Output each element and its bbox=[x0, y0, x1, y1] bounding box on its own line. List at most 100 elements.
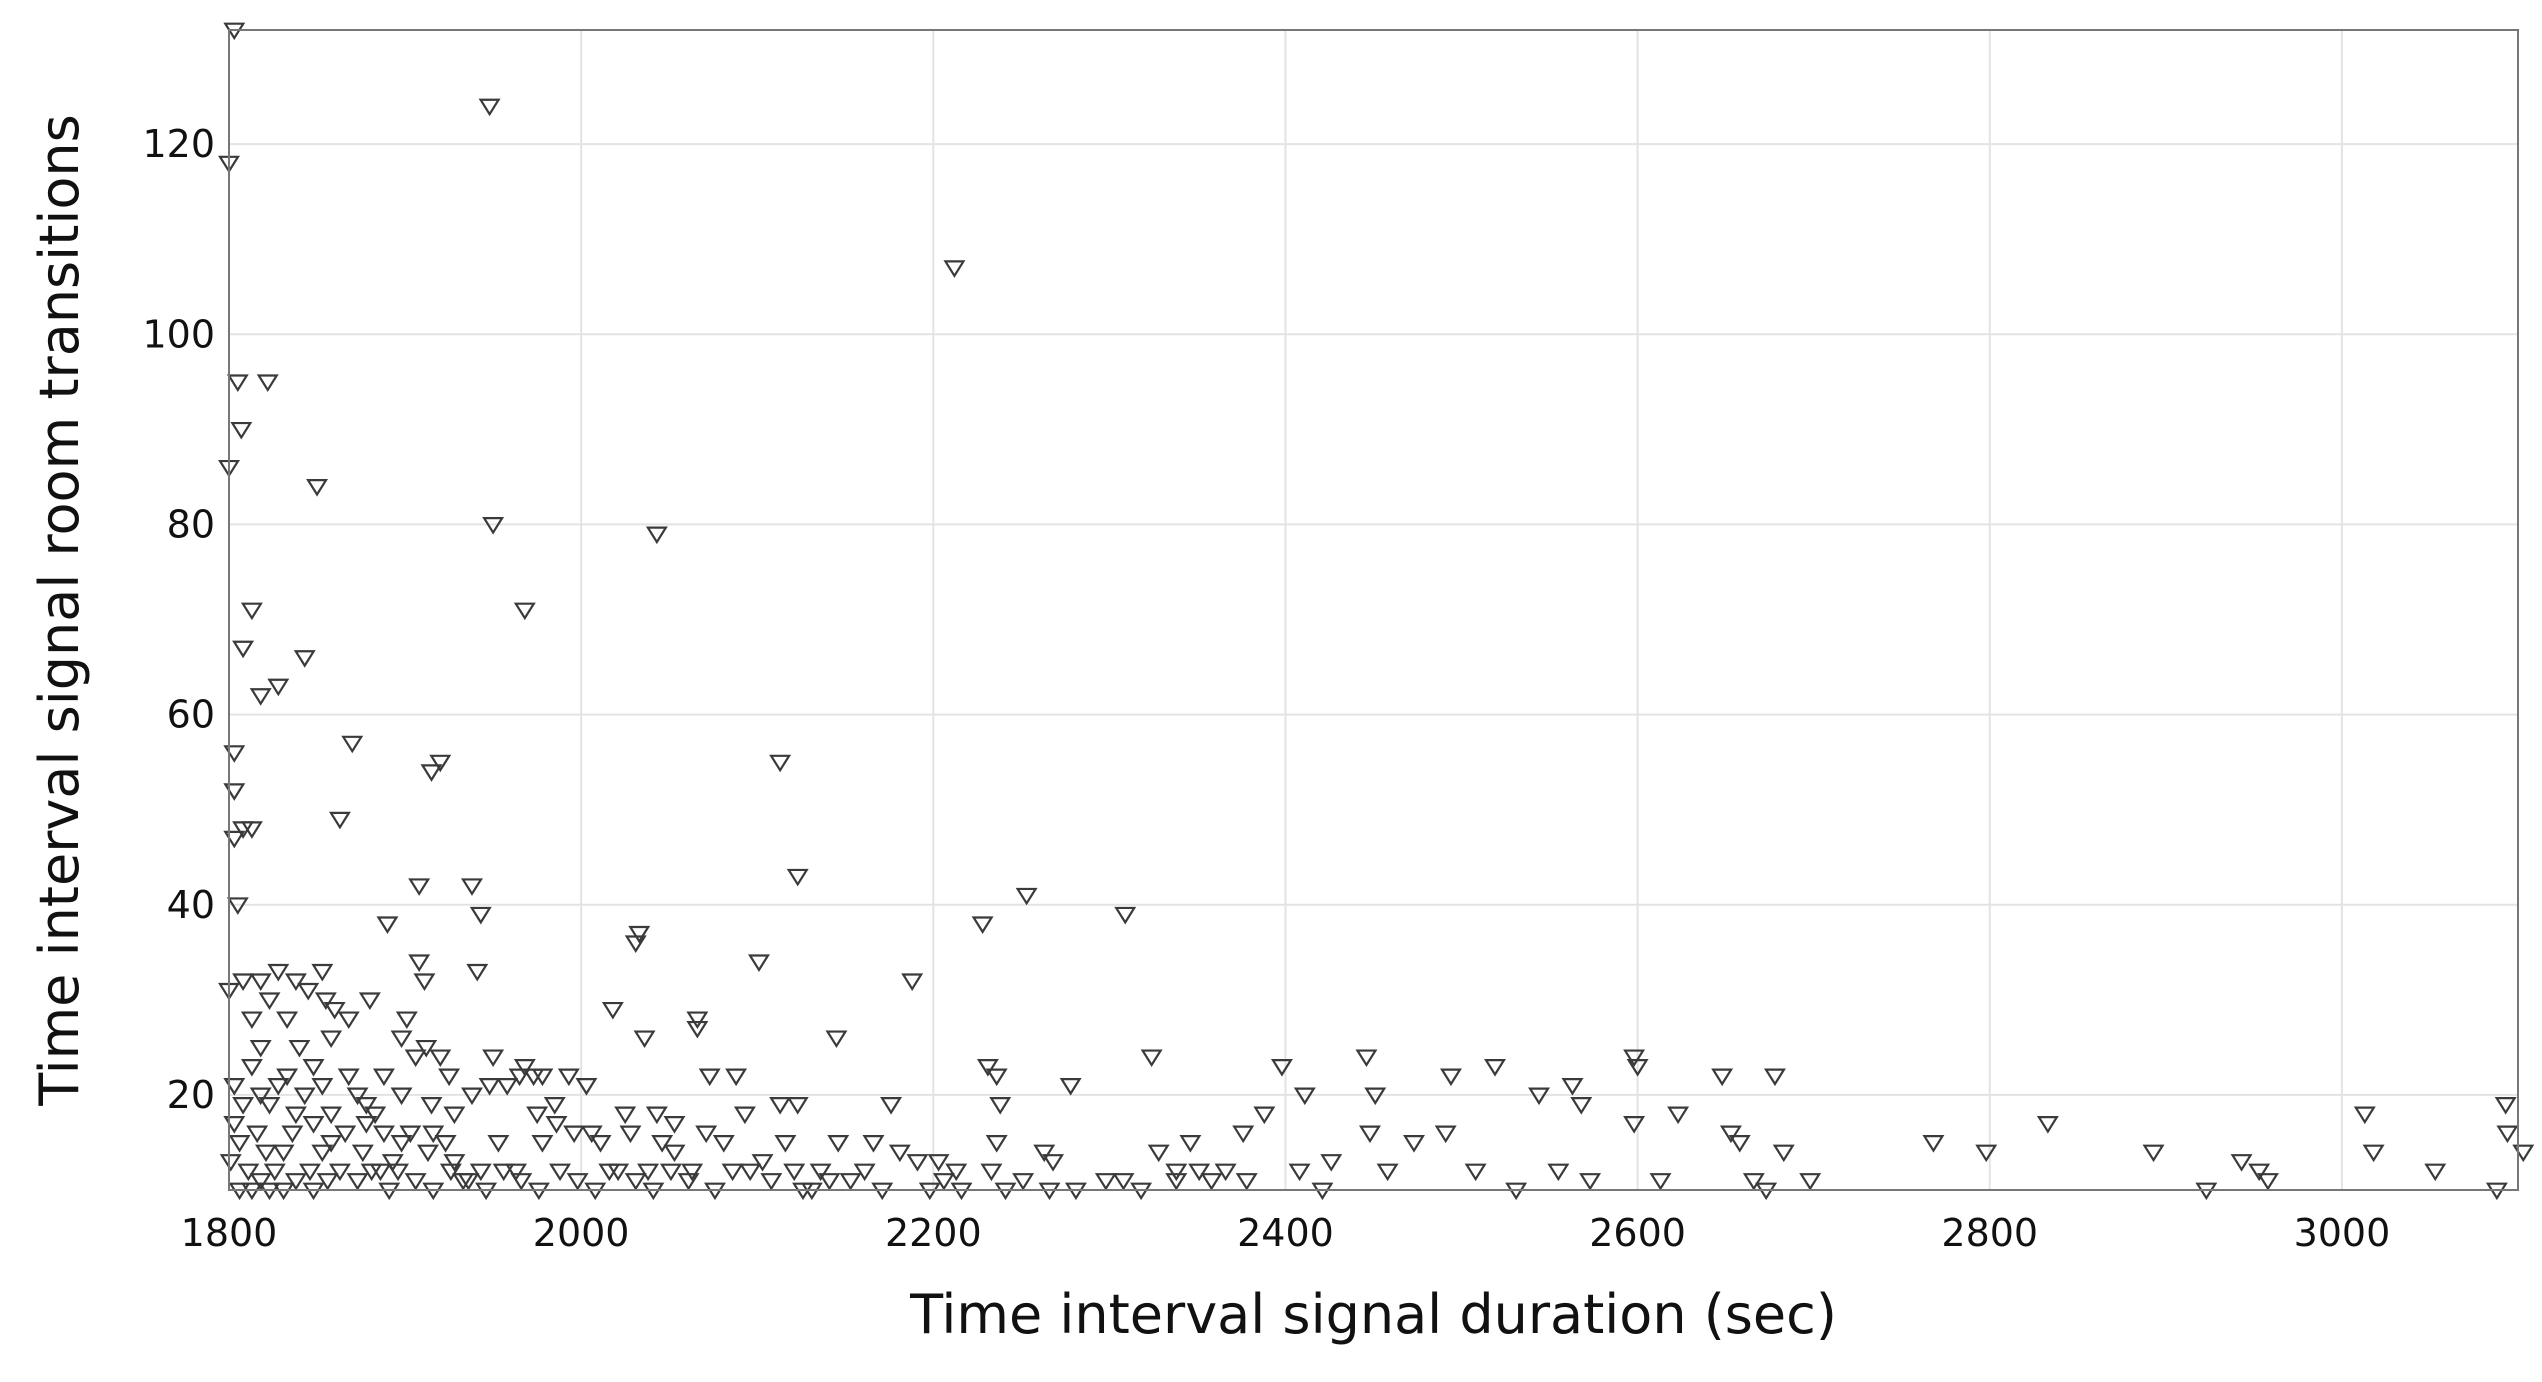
x-tick-label: 2000 bbox=[533, 1211, 630, 1255]
data-point bbox=[492, 1163, 515, 1182]
data-point bbox=[628, 925, 651, 944]
data-point bbox=[337, 1011, 360, 1030]
x-axis-ticks: 1800 2000 2200 2400 2600 2800 3000 bbox=[181, 1211, 2391, 1255]
data-point bbox=[376, 916, 399, 934]
data-point bbox=[306, 478, 329, 497]
data-point bbox=[721, 1163, 744, 1182]
y-axis-label: Time interval signal room transitions bbox=[28, 114, 91, 1107]
data-point bbox=[531, 1068, 554, 1087]
data-point bbox=[466, 963, 489, 982]
data-point bbox=[358, 992, 381, 1011]
data-point bbox=[607, 1163, 630, 1182]
data-point bbox=[712, 1135, 735, 1153]
data-point bbox=[267, 1078, 290, 1096]
y-tick-label: 40 bbox=[167, 883, 215, 927]
data-point bbox=[624, 1173, 647, 1191]
data-point bbox=[390, 1135, 413, 1153]
data-point bbox=[293, 1087, 316, 1106]
data-point bbox=[543, 1097, 566, 1115]
data-point bbox=[457, 1173, 480, 1191]
data-point bbox=[580, 1125, 603, 1144]
data-point bbox=[566, 1173, 589, 1191]
data-point bbox=[226, 897, 249, 915]
data-point bbox=[413, 973, 436, 991]
data-point bbox=[971, 916, 994, 934]
data-point bbox=[496, 1078, 519, 1096]
data-point bbox=[395, 1011, 418, 1030]
data-point bbox=[932, 1173, 955, 1191]
data-point bbox=[601, 1001, 624, 1020]
data-point bbox=[1922, 1135, 1945, 1153]
data-point bbox=[663, 1144, 686, 1163]
data-point bbox=[2248, 1163, 2271, 1182]
data-point bbox=[1059, 1078, 1082, 1096]
data-point bbox=[429, 1049, 452, 1068]
data-point bbox=[633, 1030, 656, 1049]
data-point bbox=[263, 1163, 286, 1182]
data-point bbox=[663, 1116, 686, 1134]
data-point bbox=[258, 1097, 281, 1115]
data-point bbox=[1165, 1173, 1188, 1191]
x-tick-label: 2400 bbox=[1237, 1211, 1334, 1255]
data-point bbox=[293, 650, 316, 668]
data-point bbox=[346, 1087, 369, 1106]
data-point bbox=[739, 1163, 762, 1182]
x-tick-label: 3000 bbox=[2294, 1211, 2391, 1255]
data-point bbox=[240, 602, 263, 621]
data-point bbox=[1358, 1125, 1381, 1144]
data-point bbox=[2036, 1116, 2059, 1134]
data-point bbox=[284, 1106, 307, 1125]
data-point bbox=[399, 1125, 422, 1144]
data-point bbox=[695, 1125, 718, 1144]
data-point bbox=[624, 935, 647, 953]
plot-frame bbox=[228, 29, 2519, 1191]
data-point bbox=[334, 1125, 357, 1144]
data-point bbox=[786, 868, 809, 887]
data-point bbox=[725, 1068, 748, 1087]
data-point bbox=[1742, 1173, 1765, 1191]
x-tick-label: 2800 bbox=[1941, 1211, 2038, 1255]
data-point bbox=[1623, 1116, 1646, 1134]
data-points bbox=[218, 22, 2535, 1201]
data-point bbox=[614, 1106, 637, 1125]
data-point bbox=[408, 878, 431, 896]
y-axis-ticks: 20 40 60 80 100 120 bbox=[142, 122, 215, 1117]
y-tick-label: 100 bbox=[142, 312, 215, 356]
x-tick-label: 1800 bbox=[181, 1211, 278, 1255]
data-point bbox=[786, 1097, 809, 1115]
data-point bbox=[258, 992, 281, 1011]
data-point bbox=[901, 973, 924, 991]
data-point bbox=[223, 1078, 246, 1096]
data-point bbox=[1188, 1163, 1211, 1182]
data-point bbox=[1288, 1163, 1311, 1182]
data-point bbox=[223, 745, 246, 763]
data-point bbox=[272, 1144, 295, 1163]
data-point bbox=[1623, 1049, 1646, 1068]
data-point bbox=[316, 1173, 339, 1191]
data-point bbox=[1975, 1144, 1998, 1163]
data-point bbox=[469, 906, 492, 925]
data-point bbox=[1528, 1087, 1550, 1106]
data-point bbox=[1667, 1106, 1690, 1125]
data-point bbox=[505, 1163, 527, 1182]
data-point bbox=[751, 1154, 774, 1172]
data-point bbox=[645, 526, 668, 545]
data-point bbox=[513, 1058, 536, 1077]
data-point bbox=[284, 1173, 307, 1191]
data-point bbox=[681, 1163, 704, 1182]
data-point bbox=[404, 1049, 427, 1068]
data-point bbox=[267, 963, 290, 982]
data-point bbox=[659, 1163, 682, 1182]
data-point bbox=[1547, 1163, 1570, 1182]
data-point bbox=[387, 1163, 410, 1182]
data-point bbox=[1763, 1068, 1786, 1087]
data-point bbox=[906, 1154, 929, 1172]
data-point bbox=[769, 754, 792, 773]
data-point bbox=[1403, 1135, 1425, 1153]
data-point bbox=[1649, 1173, 1672, 1191]
data-point bbox=[645, 1106, 668, 1125]
data-point bbox=[945, 1163, 968, 1182]
data-point bbox=[223, 1116, 246, 1134]
data-point bbox=[1711, 1068, 1734, 1087]
